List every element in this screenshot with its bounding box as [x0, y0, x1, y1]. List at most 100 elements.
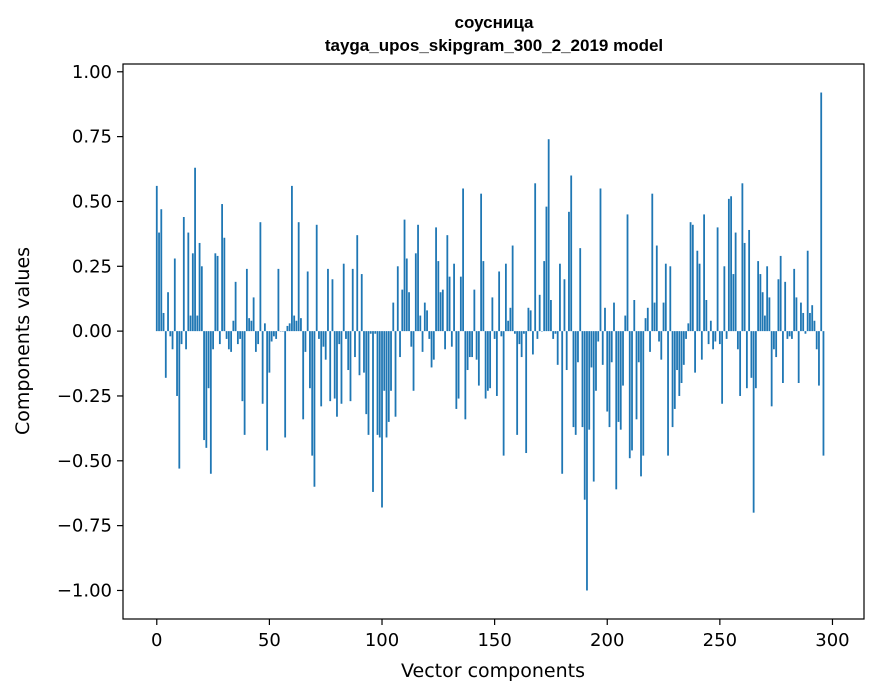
bar-222 — [655, 245, 658, 332]
bar-249 — [716, 227, 719, 332]
bar-195 — [595, 331, 597, 391]
bar-187 — [577, 331, 579, 363]
x-tick-label: 300 — [815, 630, 849, 651]
bar-119 — [423, 302, 426, 332]
bar-282 — [791, 331, 793, 339]
bar-12 — [182, 217, 185, 332]
bar-21 — [203, 331, 205, 441]
x-axis-ticks: 0 50 100 150 200 250 300 — [151, 619, 850, 651]
bar-9 — [176, 331, 178, 396]
bar-28 — [218, 331, 221, 345]
bar-168 — [534, 183, 537, 332]
bar-3 — [162, 312, 165, 332]
bar-66 — [304, 331, 307, 352]
bar-188 — [579, 248, 582, 332]
bar-101 — [383, 331, 386, 391]
bar-255 — [730, 196, 733, 332]
bar-110 — [403, 219, 406, 332]
bar-263 — [748, 229, 751, 332]
bar-38 — [241, 331, 244, 402]
bar-212 — [633, 300, 636, 332]
bar-114 — [412, 331, 415, 391]
y-axis-label: Components values — [12, 247, 34, 435]
bar-169 — [536, 331, 539, 339]
bar-25 — [212, 331, 214, 350]
bar-4 — [164, 331, 167, 378]
bar-247 — [712, 331, 714, 350]
bar-268 — [759, 274, 762, 332]
x-axis-label: Vector components — [401, 660, 585, 682]
bar-246 — [709, 320, 712, 332]
bar-139 — [468, 331, 471, 358]
bar-267 — [757, 261, 760, 332]
bar-270 — [764, 315, 766, 332]
bar-92 — [363, 331, 365, 373]
bar-134 — [457, 331, 460, 399]
bar-197 — [599, 188, 602, 332]
bar-37 — [239, 331, 242, 339]
bar-269 — [761, 292, 764, 332]
bar-217 — [644, 318, 647, 332]
bar-156 — [507, 320, 510, 332]
bar-237 — [689, 222, 692, 332]
bar-260 — [741, 183, 744, 332]
bar-49 — [266, 331, 269, 451]
bar-67 — [306, 271, 309, 332]
bar-258 — [736, 331, 739, 350]
bar-253 — [725, 331, 728, 339]
bar-5 — [167, 292, 169, 332]
y-tick-label: 0.00 — [72, 321, 112, 342]
bar-265 — [752, 331, 755, 513]
y-tick-label: 0.75 — [72, 127, 112, 148]
bar-183 — [568, 211, 570, 332]
bar-206 — [619, 331, 622, 430]
bar-118 — [421, 331, 424, 352]
bar-11 — [180, 331, 183, 345]
bar-122 — [430, 331, 433, 368]
bar-65 — [302, 331, 305, 420]
bar-220 — [651, 193, 654, 332]
bar-230 — [673, 331, 676, 409]
bar-107 — [396, 266, 399, 332]
bar-30 — [223, 237, 226, 332]
bar-159 — [514, 331, 516, 334]
bar-146 — [484, 331, 487, 399]
bar-228 — [669, 266, 672, 332]
bar-215 — [640, 331, 642, 477]
bar-272 — [768, 297, 771, 332]
bar-80 — [336, 331, 338, 417]
bar-59 — [288, 323, 291, 332]
bar-108 — [399, 331, 401, 358]
bar-14 — [187, 232, 190, 332]
bar-284 — [795, 297, 798, 332]
y-axis-ticks: 1.00 0.75 0.50 0.25 0.00 −0.25 −0.50 −0.75 −1.00 — [57, 62, 123, 601]
bar-125 — [437, 261, 440, 332]
bar-290 — [809, 312, 811, 332]
bar-204 — [615, 331, 618, 490]
bar-239 — [694, 331, 696, 373]
bar-182 — [565, 331, 568, 371]
bar-105 — [392, 302, 395, 332]
bar-36 — [236, 331, 239, 345]
bar-100 — [381, 331, 383, 508]
bar-135 — [459, 276, 462, 332]
bar-62 — [295, 320, 298, 332]
bar-78 — [331, 279, 334, 332]
bar-208 — [624, 315, 627, 332]
bar-223 — [658, 331, 660, 342]
bar-292 — [813, 320, 816, 332]
bar-52 — [273, 331, 275, 337]
bar-235 — [685, 331, 687, 339]
bar-27 — [216, 255, 219, 332]
bar-31 — [225, 331, 228, 339]
bar-57 — [284, 331, 287, 438]
bar-39 — [243, 331, 246, 435]
bar-136 — [462, 188, 464, 332]
bar-271 — [766, 266, 769, 332]
bar-226 — [664, 263, 667, 332]
bar-98 — [376, 331, 379, 435]
y-tick-label: −0.50 — [57, 451, 112, 472]
bar-186 — [574, 331, 577, 435]
bar-191 — [586, 331, 588, 591]
